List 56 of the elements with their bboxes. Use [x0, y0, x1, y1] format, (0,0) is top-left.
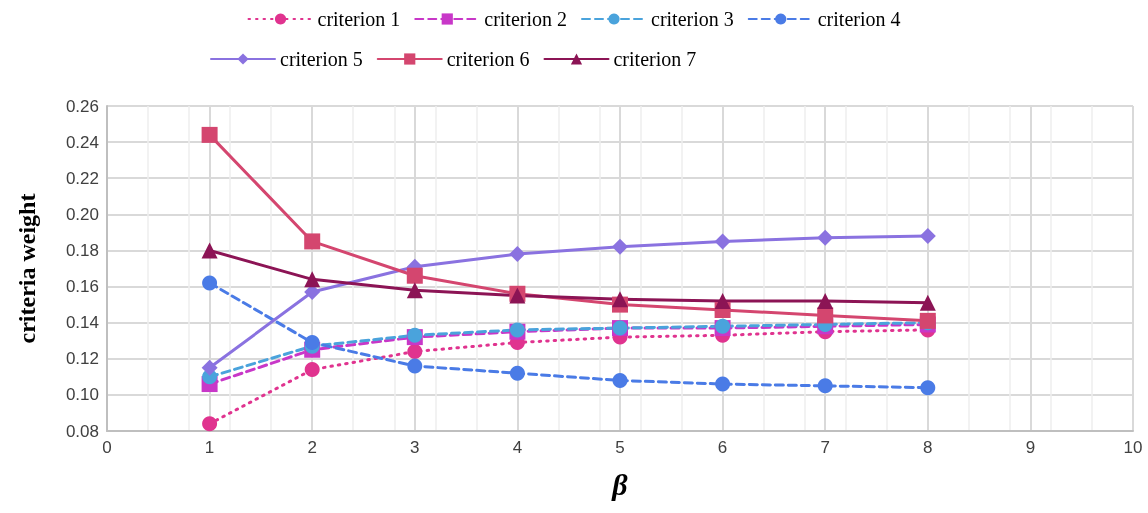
- point: [201, 126, 218, 143]
- y-tick-label: 0.24: [65, 132, 99, 152]
- x-tick-label: 1: [204, 438, 215, 457]
- point: [714, 293, 731, 309]
- point: [919, 294, 936, 311]
- y-tick-label: 0.26: [65, 96, 99, 116]
- point: [304, 271, 321, 288]
- x-tick-label: 8: [923, 438, 933, 457]
- point: [817, 229, 834, 246]
- legend-label: criterion 7: [613, 48, 697, 70]
- point: [304, 233, 321, 250]
- x-tick-label: 3: [410, 438, 420, 457]
- point: [304, 362, 320, 378]
- x-tick-label: 0: [102, 438, 112, 457]
- point: [612, 291, 628, 308]
- point: [201, 242, 218, 259]
- y-tick-label: 0.12: [65, 349, 99, 369]
- legend-label: criterion 6: [446, 48, 530, 70]
- legend-label: criterion 2: [484, 8, 568, 30]
- point: [202, 416, 218, 432]
- point: [407, 344, 423, 360]
- point: [407, 358, 423, 374]
- point: [920, 380, 936, 396]
- y-tick-label: 0.14: [65, 313, 99, 333]
- legend-label: criterion 5: [280, 48, 363, 70]
- point: [919, 228, 936, 244]
- point: [406, 267, 423, 284]
- x-tick-label: 6: [717, 438, 728, 457]
- x-axis-title: β: [611, 467, 629, 501]
- point: [406, 282, 423, 299]
- x-tick-label: 5: [615, 438, 625, 457]
- x-tick-label: 2: [307, 438, 317, 457]
- point: [612, 238, 628, 255]
- legend-label: criterion 3: [651, 8, 734, 30]
- x-tick-label: 7: [820, 438, 830, 457]
- y-tick-label: 0.18: [65, 240, 99, 260]
- y-tick-label: 0.20: [65, 204, 99, 224]
- legend-label: criterion 1: [317, 8, 401, 30]
- y-tick-label: 0.22: [65, 168, 99, 188]
- y-axis-title: criteria weight: [14, 193, 40, 344]
- point: [612, 372, 628, 388]
- y-tick-label: 0.16: [65, 277, 99, 297]
- x-tick-label: 10: [1123, 438, 1143, 457]
- point: [817, 378, 833, 394]
- point: [509, 365, 525, 381]
- point: [715, 376, 731, 392]
- y-tick-label: 0.08: [65, 421, 99, 441]
- y-tick-label: 0.10: [65, 385, 99, 405]
- point: [509, 246, 526, 263]
- x-tick-label: 9: [1025, 438, 1036, 457]
- x-tick-label: 4: [512, 438, 523, 457]
- point: [201, 359, 218, 376]
- point: [202, 275, 218, 291]
- point: [817, 293, 834, 309]
- point: [714, 233, 731, 250]
- legend-label: criterion 4: [817, 8, 901, 30]
